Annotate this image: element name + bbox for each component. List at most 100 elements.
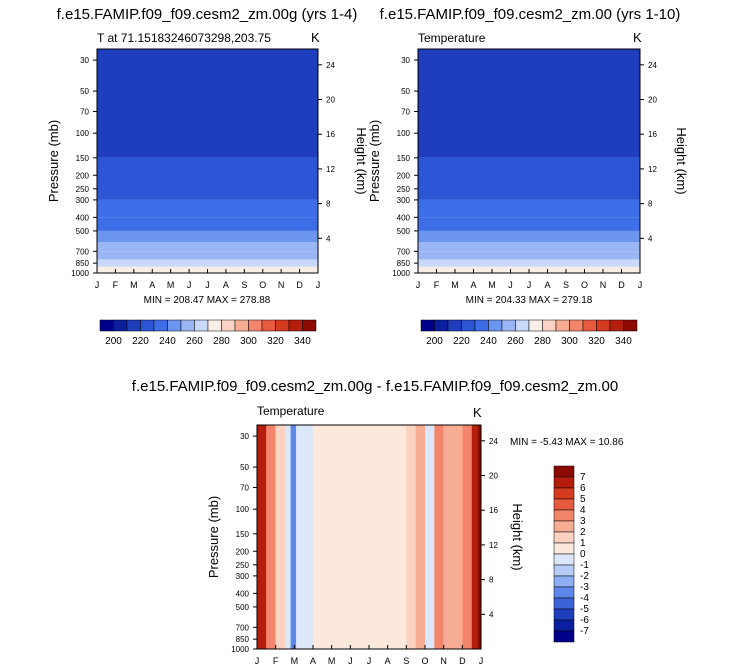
difference-column [443, 425, 463, 649]
panel1-ylabel-right: Height (km) [354, 127, 369, 194]
panel2-ylabel: Pressure (mb) [367, 120, 382, 202]
colorbar-label: 300 [240, 336, 257, 347]
x-tick-label: A [223, 280, 229, 290]
colorbar-label: 280 [213, 336, 230, 347]
colorbar-label: -4 [580, 593, 589, 604]
panel1-contour-field [97, 49, 318, 273]
colorbar-swatch [582, 319, 597, 332]
x-tick-label: M [328, 656, 336, 666]
colorbar-swatch [553, 487, 575, 500]
colorbar-label: 200 [426, 336, 443, 347]
pressure-tick-label: 100 [76, 129, 90, 138]
pressure-tick-label: 500 [397, 227, 411, 236]
x-tick-label: A [470, 280, 476, 290]
colorbar-label: 280 [534, 336, 551, 347]
panel3-ylabel-right: Height (km) [510, 503, 525, 570]
colorbar-swatch [99, 319, 114, 332]
height-tick-label: 24 [648, 61, 657, 70]
temperature-band [97, 157, 318, 200]
x-tick-label: N [440, 656, 447, 666]
colorbar-label: -1 [580, 560, 589, 571]
colorbar-label: -5 [580, 604, 589, 615]
x-tick-label: F [434, 280, 440, 290]
x-tick-label: M [167, 280, 175, 290]
height-tick-label: 8 [326, 200, 331, 209]
pressure-tick-label: 700 [76, 247, 90, 256]
colorbar-swatch [261, 319, 276, 332]
x-tick-label: A [544, 280, 550, 290]
pressure-tick-label: 200 [76, 171, 90, 180]
panel1-units: K [311, 30, 320, 45]
x-tick-label: D [296, 280, 303, 290]
colorbar-label: 200 [105, 336, 122, 347]
panel2-colorbar: 200 220 240 260 280 300 320 340 [420, 319, 638, 347]
pressure-tick-label: 150 [236, 530, 250, 539]
panel-00g: f.e15.FAMIP.f09_f09.cesm2_zm.00g (yrs 1-… [46, 6, 369, 347]
panel3-title: f.e15.FAMIP.f09_f09.cesm2_zm.00g - f.e15… [132, 378, 618, 395]
colorbar-swatch [553, 575, 575, 588]
pressure-tick-label: 400 [397, 213, 411, 222]
difference-column [285, 425, 291, 649]
colorbar-swatch [553, 520, 575, 533]
difference-column [313, 425, 351, 649]
x-tick-label: M [130, 280, 138, 290]
x-tick-label: O [259, 280, 266, 290]
colorbar-label: -2 [580, 571, 589, 582]
pressure-tick-label: 250 [76, 185, 90, 194]
colorbar-label: 320 [588, 336, 605, 347]
pressure-tick-label: 100 [397, 129, 411, 138]
height-tick-label: 20 [489, 472, 498, 481]
pressure-tick-label: 200 [397, 171, 411, 180]
colorbar-swatch [569, 319, 584, 332]
pressure-tick-label: 250 [397, 185, 411, 194]
panel2-contour-field [418, 49, 640, 273]
colorbar-swatch [553, 608, 575, 621]
colorbar-swatch [515, 319, 530, 332]
pressure-tick-label: 150 [76, 154, 90, 163]
height-tick-label: 4 [648, 234, 653, 243]
colorbar-label: 2 [580, 527, 586, 538]
colorbar-swatch [553, 597, 575, 610]
pressure-tick-label: 70 [240, 484, 249, 493]
colorbar-label: 260 [507, 336, 524, 347]
pressure-tick-label: 850 [397, 259, 411, 268]
x-tick-label: J [638, 280, 643, 290]
colorbar-swatch [488, 319, 503, 332]
height-tick-label: 12 [648, 165, 657, 174]
x-tick-label: S [403, 656, 409, 666]
temperature-band [418, 241, 640, 252]
panel2-subtitle-left: Temperature [418, 31, 486, 45]
colorbar-label: 0 [580, 549, 586, 560]
pressure-tick-label: 400 [76, 213, 90, 222]
x-tick-label: J [508, 280, 513, 290]
colorbar-label: 4 [580, 505, 586, 516]
difference-column [406, 425, 416, 649]
colorbar-swatch [288, 319, 303, 332]
pressure-tick-label: 400 [236, 589, 250, 598]
pressure-tick-label: 30 [240, 432, 249, 441]
temperature-band [418, 259, 640, 267]
panel3-ylabel: Pressure (mb) [206, 496, 221, 578]
difference-column [275, 425, 285, 649]
height-tick-label: 4 [326, 234, 331, 243]
pressure-tick-label: 250 [236, 561, 250, 570]
pressure-tick-label: 100 [236, 505, 250, 514]
difference-column [425, 425, 435, 649]
difference-column [257, 425, 267, 649]
x-tick-label: O [581, 280, 588, 290]
x-tick-label: J [479, 656, 484, 666]
colorbar-label: 240 [480, 336, 497, 347]
pressure-tick-label: 850 [236, 635, 250, 644]
colorbar-swatch [126, 319, 141, 332]
colorbar-label: -6 [580, 615, 589, 626]
difference-column [477, 425, 481, 649]
panel3-contour-field [257, 425, 481, 649]
temperature-band [418, 49, 640, 158]
colorbar-swatch [180, 319, 195, 332]
temperature-band [418, 217, 640, 231]
pressure-tick-label: 500 [236, 603, 250, 612]
height-tick-label: 4 [489, 610, 494, 619]
x-tick-label: J [205, 280, 210, 290]
